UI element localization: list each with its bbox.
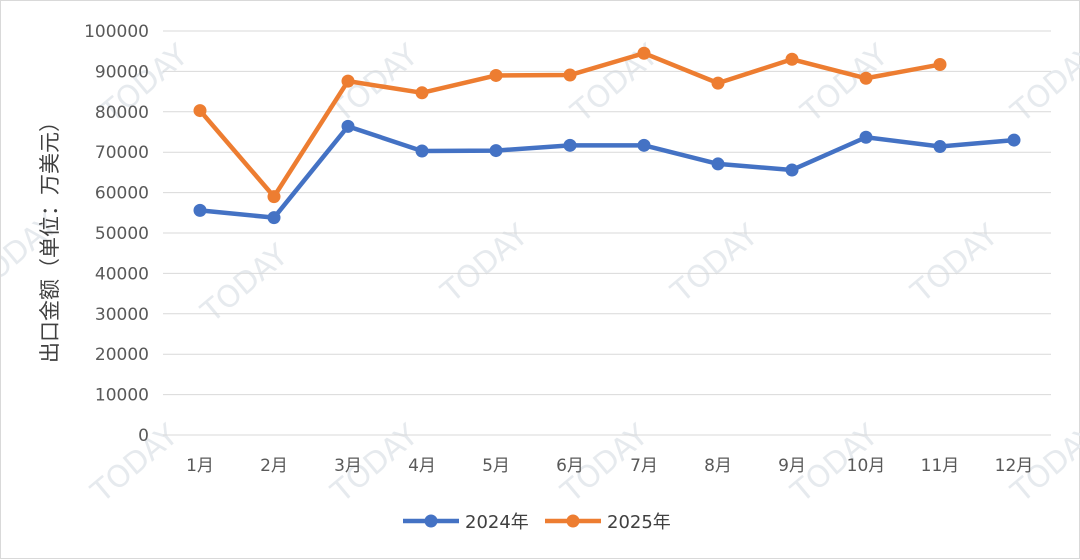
data-point (415, 86, 429, 100)
data-point (489, 68, 503, 82)
y-tick-label: 0 (138, 426, 149, 446)
legend-label: 2024年 (465, 512, 529, 533)
legend-item-0: 2024年 (403, 512, 529, 533)
data-point (267, 211, 281, 225)
x-tick-label: 2月 (260, 456, 288, 476)
watermark-text: TODAY (664, 217, 765, 310)
watermark-text: TODAY (84, 417, 185, 510)
y-tick-label: 50000 (95, 224, 149, 244)
data-point (933, 58, 947, 72)
data-point (1007, 133, 1021, 147)
data-point (933, 140, 947, 154)
data-point (489, 144, 503, 158)
data-point (859, 71, 873, 85)
x-tick-label: 1月 (186, 456, 214, 476)
data-point (193, 203, 207, 217)
data-point (785, 52, 799, 66)
x-tick-label: 4月 (408, 456, 436, 476)
x-tick-label: 8月 (704, 456, 732, 476)
gridlines (163, 30, 1051, 436)
watermark-text: TODAY (194, 237, 295, 330)
data-point (637, 46, 651, 60)
y-axis-label: 出口金额（单位：万美元） (38, 111, 62, 363)
data-point (859, 130, 873, 144)
watermark-text: TODAY (1004, 37, 1080, 130)
series-1 (193, 46, 947, 204)
legend-item-1: 2025年 (545, 512, 671, 533)
x-tick-label: 6月 (556, 456, 584, 476)
data-point (563, 68, 577, 82)
legend-marker (566, 514, 580, 528)
x-tick-label: 5月 (482, 456, 510, 476)
y-tick-label: 70000 (95, 143, 149, 163)
y-tick-label: 40000 (95, 264, 149, 284)
x-tick-label: 12月 (995, 456, 1034, 476)
x-tick-label: 3月 (334, 456, 362, 476)
data-point (563, 138, 577, 152)
x-tick-label: 9月 (778, 456, 806, 476)
data-point (711, 157, 725, 171)
data-point (267, 190, 281, 204)
y-tick-label: 80000 (95, 103, 149, 123)
series-line (197, 124, 1017, 220)
data-point (341, 119, 355, 133)
x-axis-ticks: 1月 2月 3月 4月 5月 6月 7月 8月 9月 10月 11月 12月 (186, 456, 1033, 476)
watermark-text: TODAY (904, 217, 1005, 310)
legend-marker (424, 514, 438, 528)
x-tick-label: 7月 (630, 456, 658, 476)
y-tick-label: 10000 (95, 386, 149, 406)
y-tick-label: 60000 (95, 184, 149, 204)
x-tick-label: 11月 (921, 456, 960, 476)
y-tick-label: 100000 (84, 22, 149, 42)
watermark-text: TODAY (794, 37, 895, 130)
legend-label: 2025年 (607, 512, 671, 533)
series-layer (193, 46, 1021, 225)
y-axis-ticks: 0 10000 20000 30000 40000 50000 60000 70000 8000… (84, 22, 149, 446)
x-tick-label: 10月 (847, 456, 886, 476)
data-point (415, 144, 429, 158)
data-point (193, 104, 207, 118)
y-tick-label: 90000 (95, 62, 149, 82)
watermark-text: TODAY (434, 217, 535, 310)
series-0 (193, 119, 1021, 225)
data-point (785, 163, 799, 177)
y-tick-label: 20000 (95, 345, 149, 365)
data-point (711, 76, 725, 90)
data-point (637, 138, 651, 152)
y-tick-label: 30000 (95, 305, 149, 325)
legend: 2024年 2025年 (403, 512, 671, 533)
data-point (341, 74, 355, 88)
